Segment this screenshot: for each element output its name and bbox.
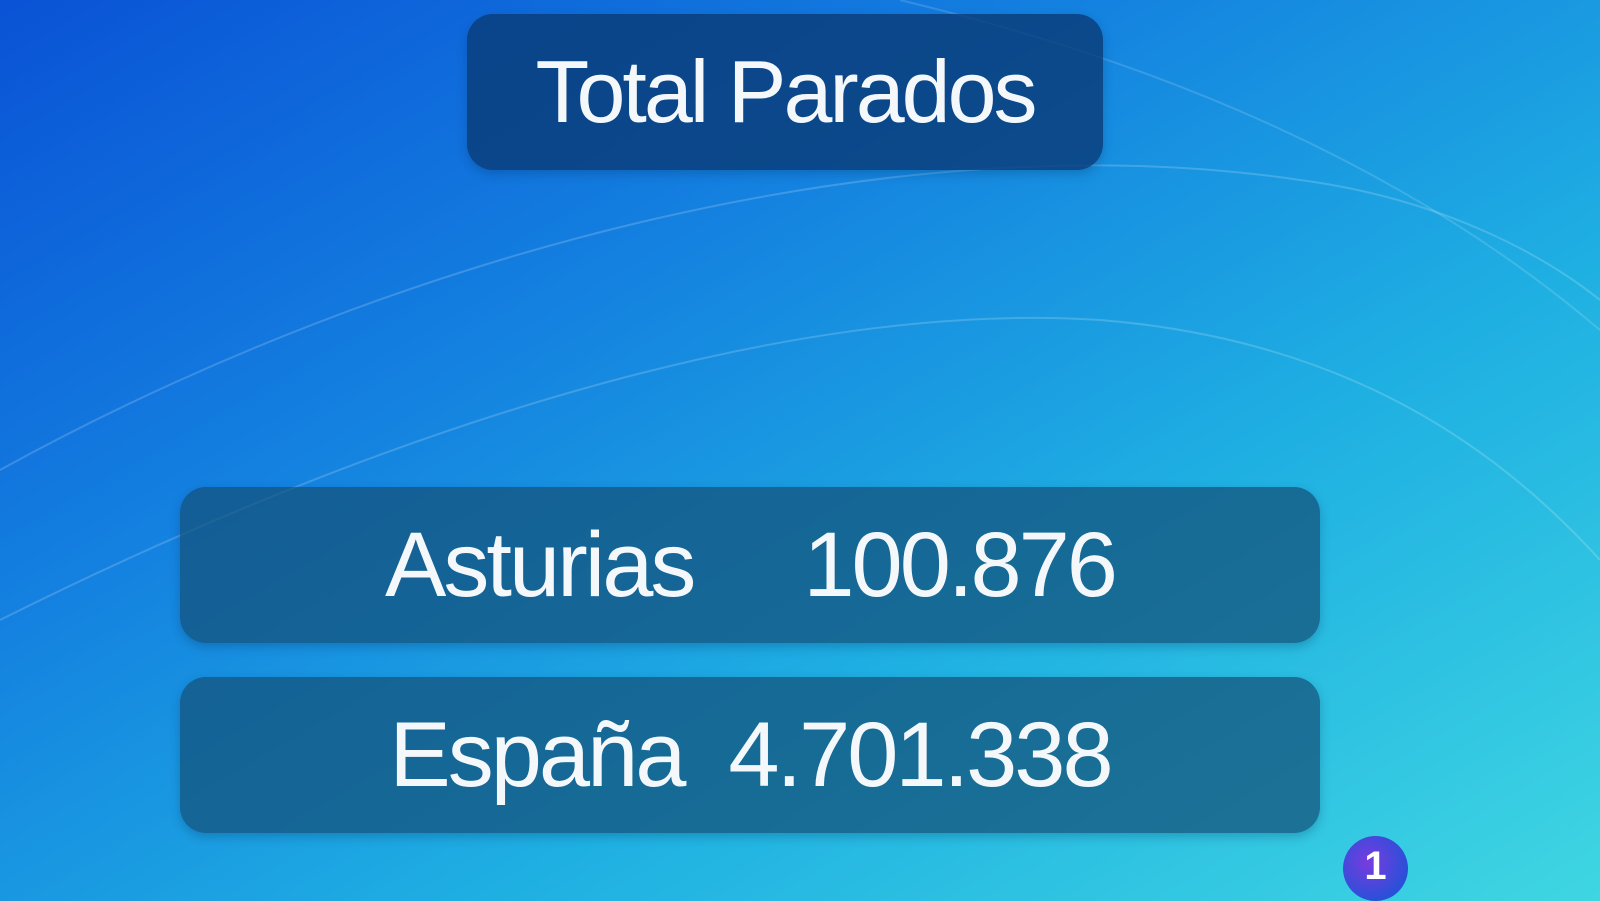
row-espana: España 4.701.338 (180, 677, 1320, 833)
row-asturias: Asturias 100.876 (180, 487, 1320, 643)
title-panel: Total Parados (467, 14, 1103, 170)
title: Total Parados (535, 42, 1037, 141)
background-swirl (0, 316, 1600, 621)
background-swirl (0, 164, 1600, 471)
row-value: 4.701.338 (728, 703, 1113, 806)
channel-logo-icon: 1 (1343, 836, 1408, 901)
logo-text: 1 (1364, 844, 1387, 888)
row-value: 100.876 (803, 513, 1118, 616)
row-label: Asturias (385, 513, 696, 616)
row-label: España (389, 703, 686, 806)
